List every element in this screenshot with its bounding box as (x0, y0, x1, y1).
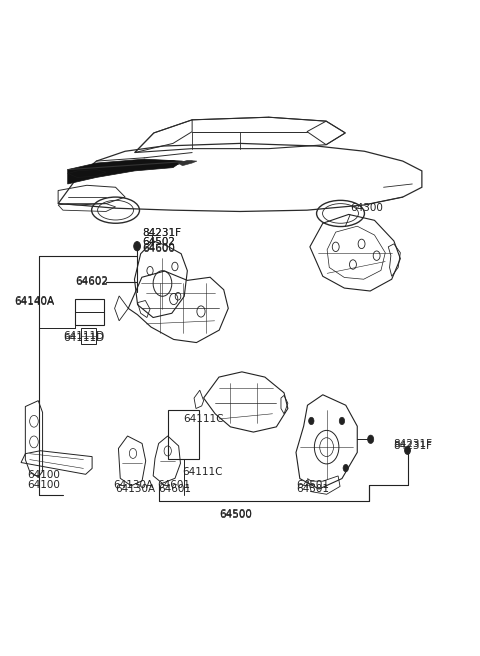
Text: 64111C: 64111C (183, 415, 224, 424)
Text: 64100: 64100 (27, 480, 60, 490)
Text: 64601: 64601 (157, 480, 191, 490)
Polygon shape (178, 161, 197, 166)
Ellipse shape (309, 417, 314, 424)
Ellipse shape (134, 241, 141, 251)
Text: 64502: 64502 (142, 237, 175, 247)
Text: 64111D: 64111D (63, 331, 104, 341)
Ellipse shape (339, 417, 345, 424)
Text: 64140A: 64140A (14, 295, 54, 306)
Text: 84231F: 84231F (393, 439, 432, 449)
Text: 64602: 64602 (75, 276, 108, 286)
Polygon shape (68, 159, 182, 184)
Text: 64500: 64500 (219, 509, 252, 520)
Text: 64130A: 64130A (113, 480, 153, 490)
Polygon shape (96, 161, 154, 171)
Text: 64300: 64300 (350, 203, 383, 213)
Text: 64111C: 64111C (182, 467, 223, 477)
Text: 64600: 64600 (142, 243, 175, 253)
Text: 64601: 64601 (158, 483, 192, 493)
Text: 64501: 64501 (296, 480, 329, 490)
Text: 64500: 64500 (219, 510, 252, 520)
Text: 64130A: 64130A (116, 483, 156, 493)
Text: 64502: 64502 (142, 237, 175, 247)
Bar (168, 410, 199, 459)
Text: 84231F: 84231F (142, 228, 181, 238)
Ellipse shape (405, 447, 410, 455)
Text: 64602: 64602 (75, 277, 108, 287)
Ellipse shape (343, 464, 348, 472)
Text: 64600: 64600 (142, 244, 175, 254)
Text: 64140A: 64140A (14, 297, 54, 307)
Polygon shape (116, 161, 182, 168)
Bar (81, 328, 96, 344)
Bar (75, 298, 104, 325)
Text: 84231F: 84231F (142, 228, 181, 237)
Polygon shape (68, 170, 106, 177)
Text: 84231F: 84231F (393, 441, 432, 451)
Text: 64111D: 64111D (63, 333, 104, 342)
Text: 64100: 64100 (27, 470, 60, 480)
Text: 64501: 64501 (296, 483, 329, 493)
Ellipse shape (368, 435, 374, 443)
